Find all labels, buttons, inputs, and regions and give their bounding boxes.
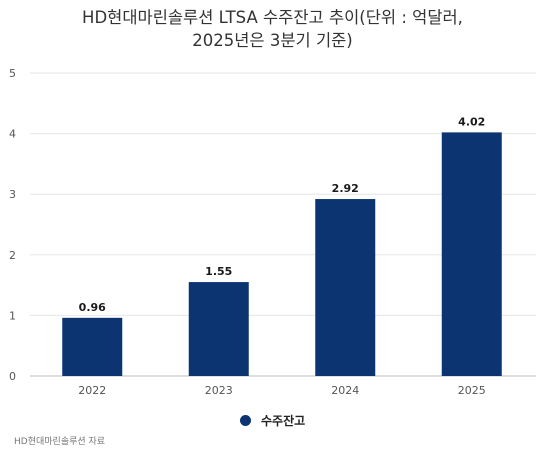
y-tick-label: 0 bbox=[9, 370, 16, 383]
bar bbox=[188, 282, 249, 376]
x-tick-label: 2023 bbox=[205, 384, 233, 397]
chart-title: HD현대마린솔루션 LTSA 수주잔고 추이(단위 : 억달러, 2025년은 … bbox=[0, 6, 545, 52]
data-label: 2.92 bbox=[332, 182, 359, 195]
legend: 수주잔고 bbox=[0, 412, 545, 429]
y-tick-label: 4 bbox=[9, 128, 16, 141]
chart-title-line2: 2025년은 3분기 기준) bbox=[192, 31, 353, 50]
chart-title-line1: HD현대마린솔루션 LTSA 수주잔고 추이(단위 : 억달러, bbox=[82, 8, 463, 27]
legend-label: 수주잔고 bbox=[261, 414, 306, 428]
y-tick-label: 2 bbox=[9, 249, 16, 262]
bar bbox=[441, 132, 502, 376]
x-tick-label: 2024 bbox=[331, 384, 359, 397]
data-label: 4.02 bbox=[458, 115, 485, 128]
data-label: 0.96 bbox=[79, 301, 106, 314]
x-tick-label: 2022 bbox=[78, 384, 106, 397]
y-tick-label: 1 bbox=[9, 309, 16, 322]
legend-swatch bbox=[239, 415, 251, 426]
data-label: 1.55 bbox=[205, 265, 232, 278]
bar bbox=[62, 317, 123, 376]
bar bbox=[315, 199, 376, 376]
y-tick-label: 5 bbox=[9, 67, 16, 80]
x-tick-label: 2025 bbox=[458, 384, 486, 397]
y-tick-label: 3 bbox=[9, 188, 16, 201]
source-note: HD현대마린솔루션 자료 bbox=[14, 437, 106, 447]
